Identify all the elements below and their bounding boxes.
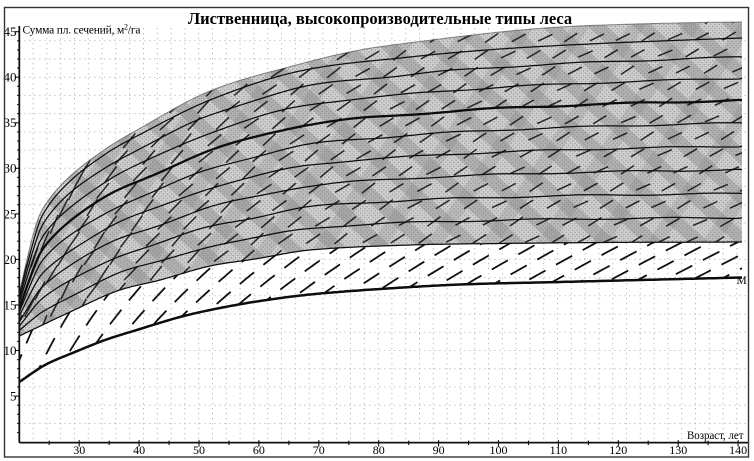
svg-text:40: 40 bbox=[4, 70, 17, 85]
svg-text:25: 25 bbox=[4, 206, 17, 221]
svg-text:120: 120 bbox=[609, 443, 627, 457]
svg-text:70: 70 bbox=[313, 443, 325, 457]
svg-text:50: 50 bbox=[193, 443, 205, 457]
svg-text:5: 5 bbox=[10, 388, 17, 403]
svg-text:30: 30 bbox=[73, 443, 85, 457]
svg-text:90: 90 bbox=[433, 443, 445, 457]
svg-text:40: 40 bbox=[133, 443, 145, 457]
svg-text:100: 100 bbox=[490, 443, 508, 457]
svg-text:М: М bbox=[737, 275, 747, 287]
svg-text:30: 30 bbox=[4, 161, 17, 176]
svg-text:80: 80 bbox=[373, 443, 385, 457]
svg-text:Возраст, лет: Возраст, лет bbox=[687, 430, 744, 442]
svg-text:Лиственница, высокопроизводите: Лиственница, высокопроизводительные типы… bbox=[188, 9, 572, 28]
svg-text:15: 15 bbox=[4, 297, 17, 312]
svg-text:130: 130 bbox=[669, 443, 687, 457]
svg-text:35: 35 bbox=[4, 115, 17, 130]
svg-text:10: 10 bbox=[4, 343, 17, 358]
svg-text:110: 110 bbox=[550, 443, 568, 457]
svg-text:Сумма пл. сечений, м2/га: Сумма пл. сечений, м2/га bbox=[23, 23, 141, 37]
svg-text:45: 45 bbox=[4, 24, 17, 39]
svg-text:60: 60 bbox=[253, 443, 265, 457]
svg-text:140: 140 bbox=[729, 443, 747, 457]
svg-text:20: 20 bbox=[4, 252, 17, 267]
